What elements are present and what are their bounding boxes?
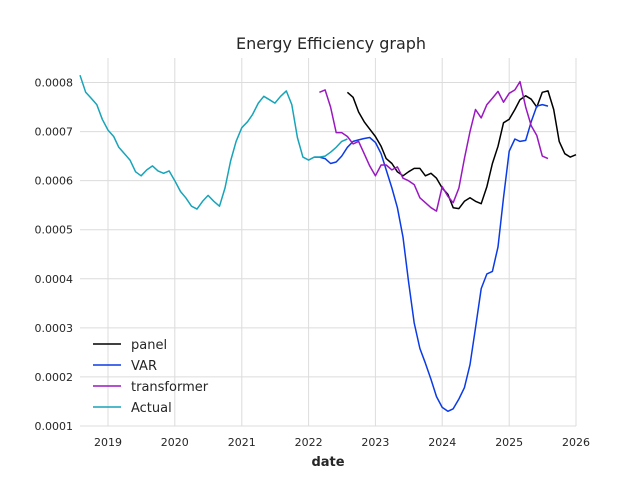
series-line-transformer: [319, 80, 549, 212]
chart-title: Energy Efficiency graph: [236, 34, 426, 53]
series-line-panel: [346, 90, 577, 210]
y-tick-label: 0.0004: [35, 273, 74, 286]
x-tick-label: 2023: [361, 436, 389, 449]
legend-label: panel: [131, 338, 167, 353]
x-tick-label: 2019: [94, 436, 122, 449]
x-tick-label: 2022: [295, 436, 323, 449]
series-line-var: [314, 103, 549, 413]
x-tick-label: 2021: [228, 436, 256, 449]
y-tick-label: 0.0008: [35, 77, 74, 90]
y-tick-label: 0.0002: [35, 371, 74, 384]
y-tick-label: 0.0005: [35, 224, 74, 237]
x-axis-label: date: [311, 455, 344, 470]
x-tick-label: 2026: [562, 436, 590, 449]
legend: panel VAR transformer Actual: [93, 338, 209, 416]
grid-layer: [80, 58, 577, 427]
x-tick-label: 2025: [495, 436, 523, 449]
y-tick-label: 0.0006: [35, 175, 74, 188]
tick-label-layer: 2019 2020 2021 2022 2023 2024 2025 2026 0.0001 0.…: [35, 77, 591, 449]
y-tick-label: 0.0001: [35, 420, 74, 433]
y-tick-label: 0.0003: [35, 322, 74, 335]
legend-label: Actual: [131, 401, 172, 416]
x-tick-label: 2024: [428, 436, 456, 449]
legend-label: transformer: [131, 380, 209, 395]
series-line-actual: [79, 74, 348, 210]
y-tick-label: 0.0007: [35, 126, 74, 139]
series-layer: [79, 74, 577, 413]
legend-label: VAR: [131, 359, 157, 374]
x-tick-label: 2020: [161, 436, 189, 449]
